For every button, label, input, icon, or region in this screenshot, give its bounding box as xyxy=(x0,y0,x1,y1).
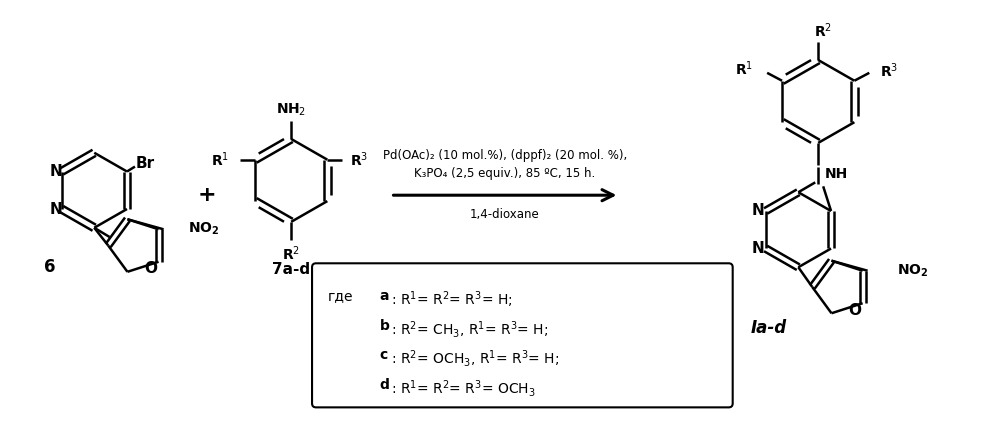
Text: c: c xyxy=(379,348,388,362)
Text: NH$_2$: NH$_2$ xyxy=(276,101,306,117)
Text: R$^1$: R$^1$ xyxy=(212,150,230,169)
Text: Pd(OAc)₂ (10 mol.%), (dppf)₂ (20 mol. %),: Pd(OAc)₂ (10 mol.%), (dppf)₂ (20 mol. %)… xyxy=(383,149,627,162)
Text: где: где xyxy=(328,289,353,303)
Text: : R$^2$= OCH$_3$, R$^1$= R$^3$= H;: : R$^2$= OCH$_3$, R$^1$= R$^3$= H; xyxy=(390,348,559,369)
Text: N: N xyxy=(49,202,62,216)
Text: Ia-d: Ia-d xyxy=(750,320,786,337)
Text: N: N xyxy=(751,203,764,218)
Text: : R$^1$= R$^2$= R$^3$= OCH$_3$: : R$^1$= R$^2$= R$^3$= OCH$_3$ xyxy=(390,378,536,399)
FancyBboxPatch shape xyxy=(312,263,733,408)
Text: 1,4-dioxane: 1,4-dioxane xyxy=(470,208,540,221)
Text: Br: Br xyxy=(136,156,155,171)
Text: d: d xyxy=(379,378,389,392)
Text: R$^2$: R$^2$ xyxy=(282,244,300,263)
Text: 7a-d: 7a-d xyxy=(272,262,310,277)
Text: R$^3$: R$^3$ xyxy=(350,150,368,169)
Text: R$^3$: R$^3$ xyxy=(880,61,898,80)
Text: +: + xyxy=(198,185,216,205)
Text: R$^2$: R$^2$ xyxy=(814,21,832,40)
Text: R$^1$: R$^1$ xyxy=(736,60,753,78)
Text: $\mathregular{NO_2}$: $\mathregular{NO_2}$ xyxy=(897,263,929,279)
Text: : R$^1$= R$^2$= R$^3$= H;: : R$^1$= R$^2$= R$^3$= H; xyxy=(390,289,512,309)
Text: O: O xyxy=(848,303,861,318)
Text: N: N xyxy=(49,164,62,179)
Text: a: a xyxy=(379,289,389,303)
Text: N: N xyxy=(751,241,764,256)
Text: b: b xyxy=(379,319,389,333)
Text: : R$^2$= CH$_3$, R$^1$= R$^3$= H;: : R$^2$= CH$_3$, R$^1$= R$^3$= H; xyxy=(390,319,548,340)
Text: K₃PO₄ (2,5 equiv.), 85 ºC, 15 h.: K₃PO₄ (2,5 equiv.), 85 ºC, 15 h. xyxy=(414,167,596,180)
Text: $\mathregular{NO_2}$: $\mathregular{NO_2}$ xyxy=(189,221,220,237)
Text: 6: 6 xyxy=(44,258,55,276)
Text: O: O xyxy=(145,261,158,276)
Text: NH: NH xyxy=(824,168,847,181)
